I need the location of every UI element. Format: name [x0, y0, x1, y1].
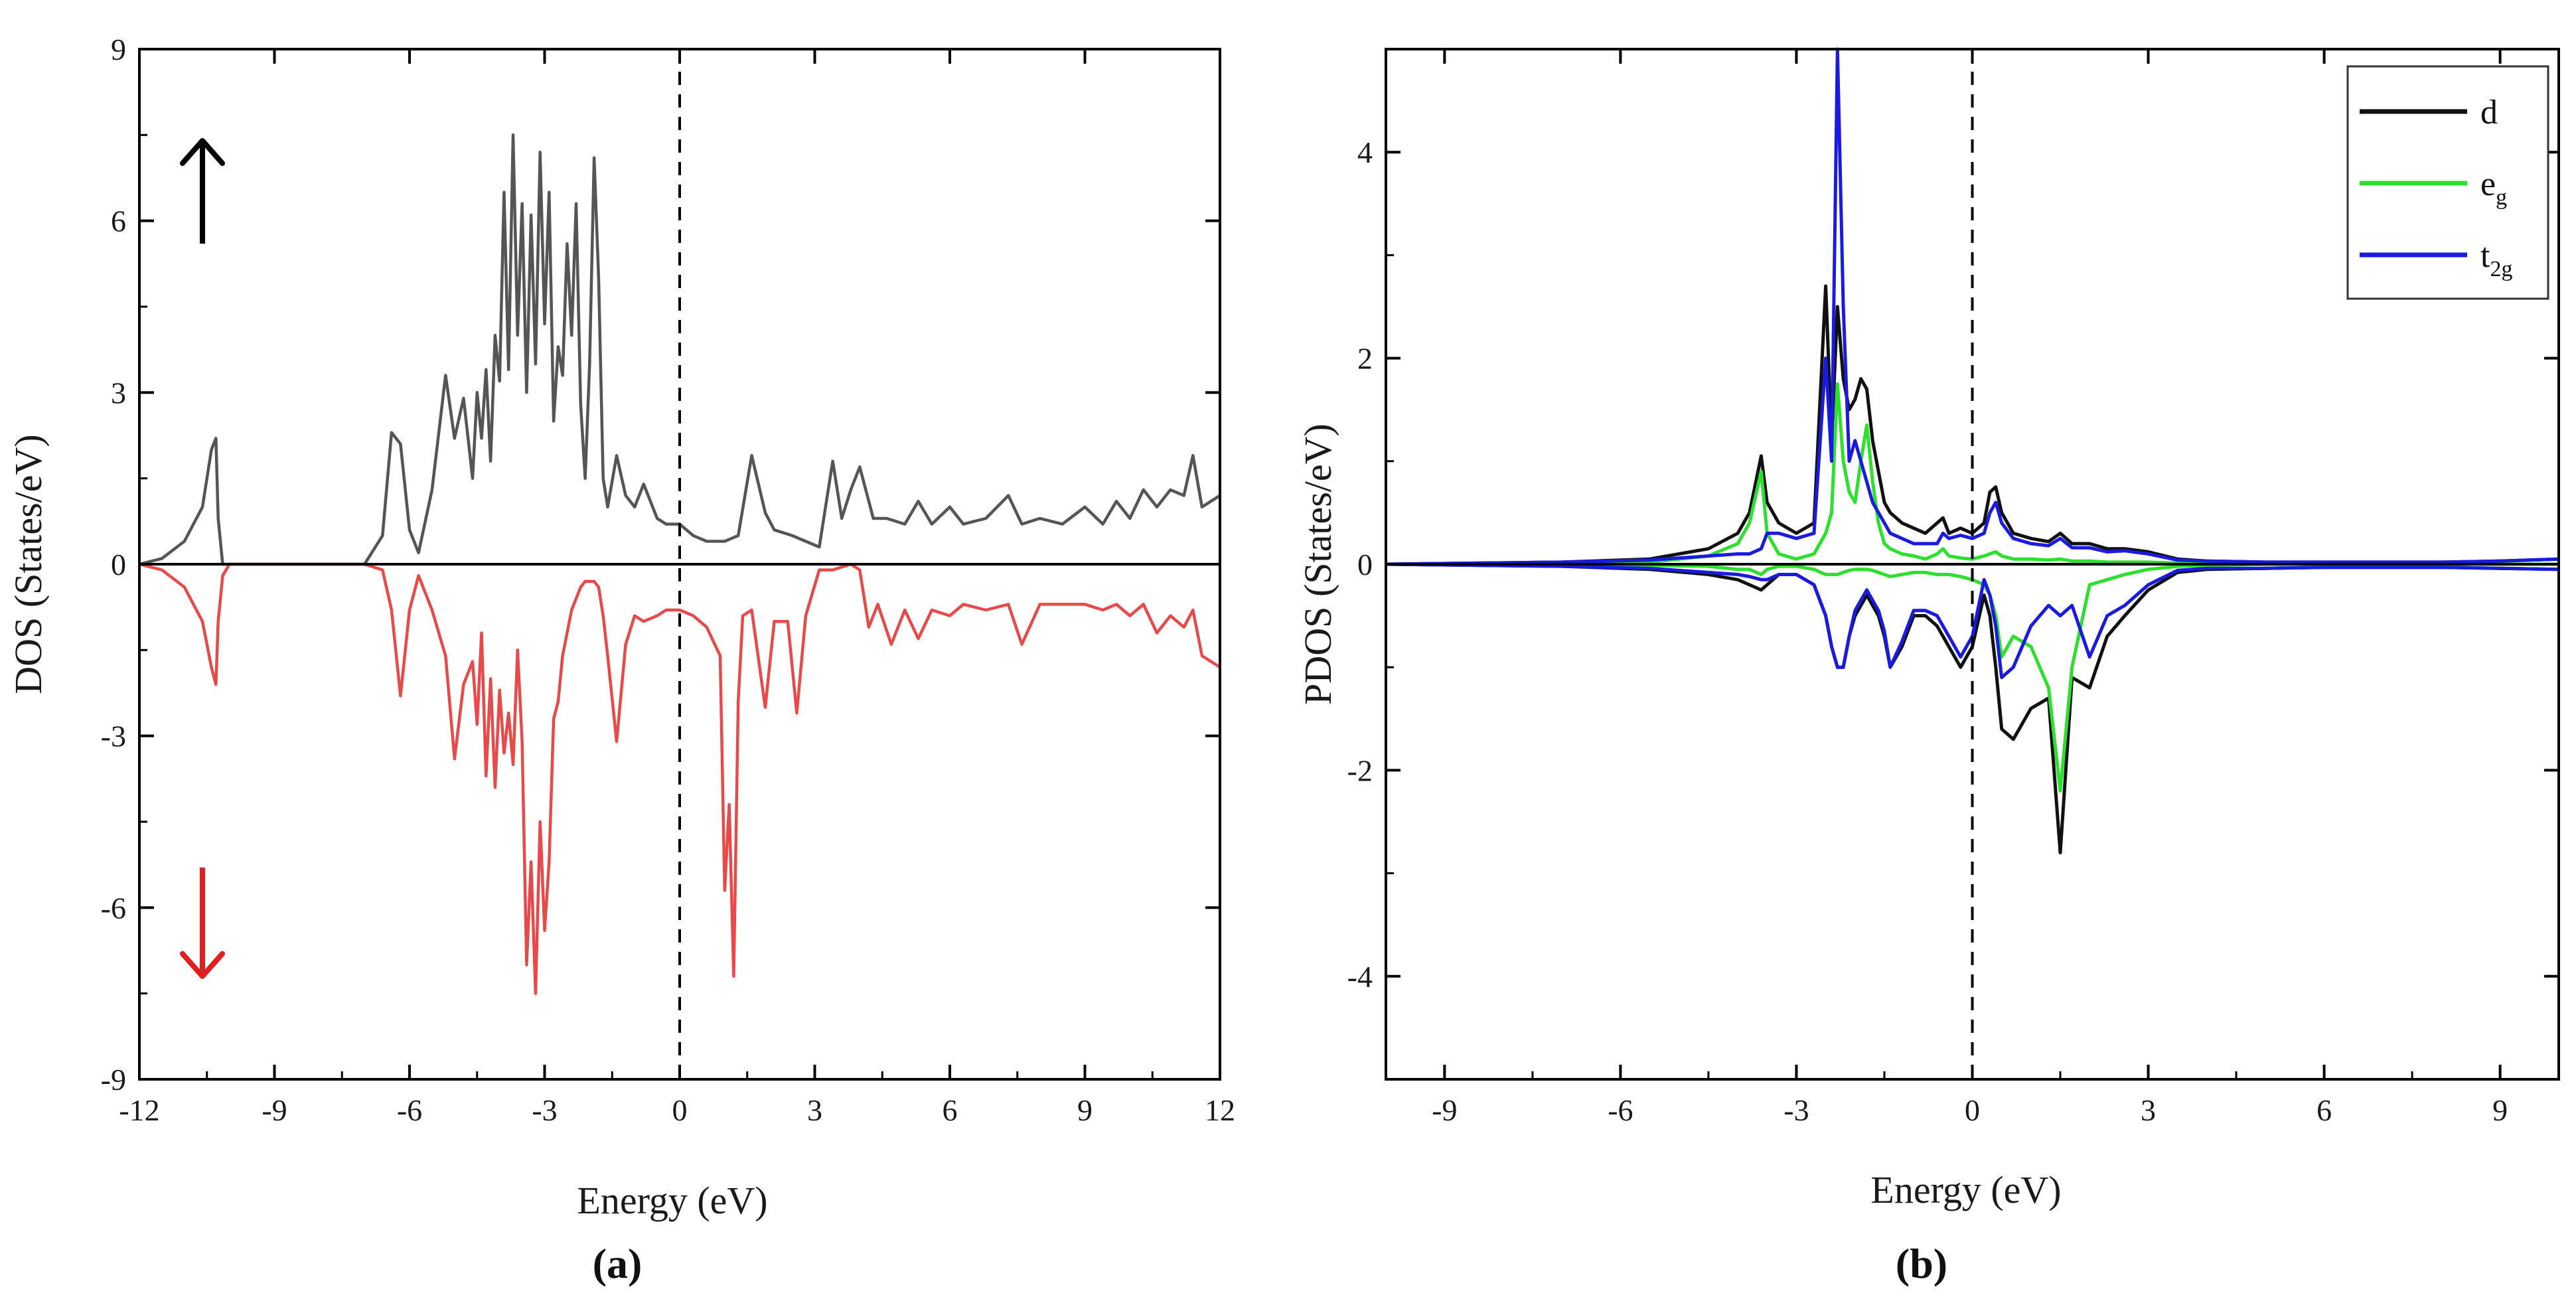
x-tick-label: 0 — [672, 1093, 688, 1127]
dos-series-group — [139, 133, 1221, 995]
y-tick-label: -4 — [1347, 960, 1373, 994]
panel-a-label: (a) — [593, 1240, 643, 1287]
pdos-x-axis-title: Energy (eV) — [1870, 1168, 2061, 1211]
x-tick-label: 6 — [2316, 1093, 2332, 1127]
legend-label-eg: eg — [2480, 165, 2507, 210]
y-tick-label: -9 — [101, 1063, 126, 1097]
legend-label-main: t — [2480, 237, 2490, 275]
series-line-eg-down — [1386, 562, 2559, 793]
y-tick-label: 3 — [111, 376, 126, 410]
x-tick-label: 9 — [2492, 1093, 2508, 1127]
legend-label-subscript: g — [2496, 185, 2507, 210]
y-tick-label: 0 — [1357, 548, 1373, 581]
y-tick-label: 9 — [111, 33, 126, 66]
y-tick-label: 2 — [1357, 342, 1373, 376]
x-tick-label: 12 — [1205, 1093, 1235, 1127]
legend-label-d: d — [2480, 94, 2498, 131]
panel-b-label: (b) — [1896, 1240, 1947, 1287]
y-tick-label: 6 — [111, 204, 126, 238]
dos-x-axis-title: Energy (eV) — [577, 1179, 767, 1222]
series-line-t2g-down — [1385, 562, 2559, 680]
legend-label-main: e — [2480, 165, 2496, 203]
x-tick-label: 3 — [2141, 1093, 2156, 1127]
x-tick-label: -9 — [262, 1093, 287, 1127]
spin-up-arrow-head — [179, 137, 225, 166]
x-tick-label: 6 — [943, 1093, 958, 1127]
pdos-chart-panel-b: -9 -6 -3 0 3 6 9 -4 -2 0 2 4 PDOS (States/eV) Energ… — [1296, 47, 2560, 1287]
y-tick-label: -2 — [1347, 753, 1373, 787]
pdos-y-axis-title: PDOS (States/eV) — [1296, 423, 1339, 705]
pdos-series-group — [1385, 47, 2559, 855]
series-line-t2g-up — [1385, 47, 2559, 566]
y-tick-label: -3 — [101, 720, 126, 753]
x-tick-label: -9 — [1432, 1093, 1457, 1127]
y-tick-label: 4 — [1357, 135, 1373, 169]
pdos-axes-group: -9 -6 -3 0 3 6 9 -4 -2 0 2 4 — [1347, 48, 2560, 1127]
dos-y-axis-title: DOS (States/eV) — [7, 434, 50, 694]
series-line-eg-up — [1386, 382, 2559, 566]
series-line-d-up — [1385, 284, 2559, 566]
series-line-spin-down — [139, 562, 1221, 995]
x-tick-label: -12 — [119, 1093, 159, 1127]
x-tick-label: -3 — [532, 1093, 557, 1127]
x-tick-label: 0 — [1965, 1093, 1980, 1127]
spin-down-arrow-head — [179, 951, 225, 979]
legend-label-t2g: t2g — [2480, 237, 2512, 281]
x-tick-label: -6 — [397, 1093, 422, 1127]
legend-label-subscript: 2g — [2490, 257, 2512, 281]
series-line-spin-up — [139, 133, 1221, 566]
y-tick-label: -6 — [101, 891, 126, 925]
x-tick-label: -6 — [1608, 1093, 1633, 1127]
x-tick-label: 3 — [807, 1093, 822, 1127]
x-tick-label: 9 — [1077, 1093, 1093, 1127]
x-tick-label: -3 — [1783, 1093, 1809, 1127]
y-tick-label: 0 — [111, 548, 126, 581]
legend-label-main: d — [2480, 94, 2498, 131]
